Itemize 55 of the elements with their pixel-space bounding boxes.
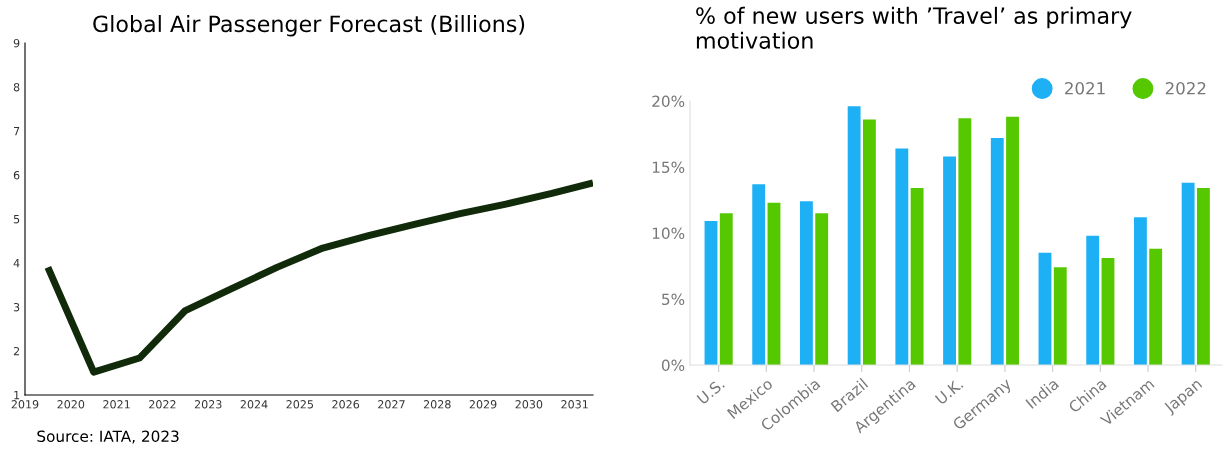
x-tick-label: 2024 xyxy=(240,400,268,409)
x-tick-label: 2029 xyxy=(469,400,497,409)
legend-label: 2021 xyxy=(1065,81,1105,95)
x-tick-label: 2026 xyxy=(332,400,360,409)
y-tick-label: 4 xyxy=(13,259,20,268)
bar xyxy=(1133,217,1147,365)
y-tick-label: 1 xyxy=(14,391,20,400)
chart-title: % of new users with ’Travel’ as primary motivation xyxy=(696,6,1132,49)
x-tick-label: 2025 xyxy=(286,400,314,409)
bar xyxy=(1006,116,1019,365)
bar xyxy=(719,213,733,365)
x-tick-label: 2030 xyxy=(515,400,543,409)
bar xyxy=(815,213,829,365)
bar xyxy=(958,118,972,365)
y-tick-label: 6 xyxy=(13,170,20,180)
bar xyxy=(847,106,861,365)
bar xyxy=(1038,252,1052,365)
bar xyxy=(1101,258,1115,365)
bar xyxy=(767,202,781,365)
y-tick-label: 5 xyxy=(13,215,20,224)
bar xyxy=(990,137,1004,365)
y-tick-label: 3 xyxy=(13,302,20,312)
y-tick-label: 5% xyxy=(662,293,685,306)
y-tick-label: 8 xyxy=(13,82,20,92)
y-tick-label: 0% xyxy=(661,359,685,372)
bar xyxy=(943,156,956,365)
source-note: Source: IATA, 2023 xyxy=(37,430,179,444)
bar xyxy=(704,221,718,365)
x-tick-label: 2021 xyxy=(103,400,130,409)
y-tick-label: 10% xyxy=(652,227,685,240)
y-tick-label: 15% xyxy=(652,161,685,174)
bar xyxy=(1181,182,1195,365)
bar xyxy=(1196,188,1210,365)
bar xyxy=(910,188,924,365)
bar xyxy=(895,148,909,365)
x-tick-label: 2022 xyxy=(149,400,176,409)
x-tick-label: 2028 xyxy=(423,400,451,409)
bar xyxy=(752,184,766,365)
x-tick-label: 2027 xyxy=(378,400,405,409)
bar xyxy=(862,119,876,365)
bar xyxy=(1053,267,1067,365)
bar xyxy=(799,201,813,365)
y-tick-label: 7 xyxy=(13,127,20,136)
x-tick-label: 2031 xyxy=(561,400,588,409)
chart-title: Global Air Passenger Forecast (Billions) xyxy=(93,15,525,37)
bar xyxy=(1149,248,1163,365)
y-tick-label: 2 xyxy=(13,346,20,356)
y-tick-label: 20% xyxy=(652,95,685,108)
bar xyxy=(1086,235,1100,365)
legend-label: 2022 xyxy=(1165,81,1206,95)
x-tick-label: U.S. xyxy=(696,378,725,405)
x-tick-label: 2020 xyxy=(57,400,85,409)
x-tick-label: 2023 xyxy=(194,400,222,409)
x-tick-label: 2019 xyxy=(11,400,39,409)
y-tick-label: 9 xyxy=(13,38,20,48)
